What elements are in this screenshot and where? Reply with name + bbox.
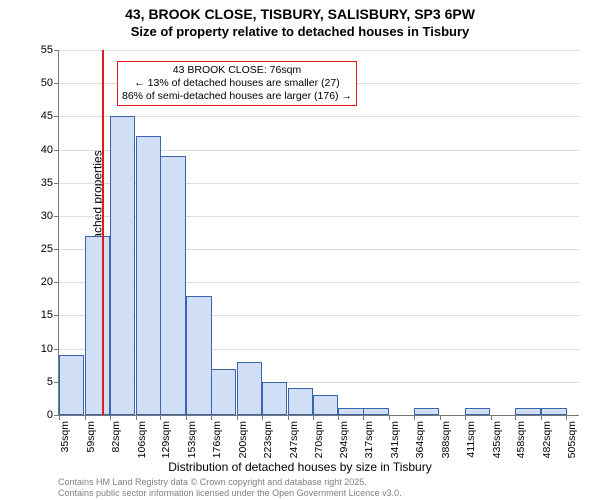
histogram-bar <box>211 369 236 415</box>
gridline <box>59 50 579 51</box>
xtick-mark <box>566 415 567 420</box>
gridline <box>59 116 579 117</box>
ytick-label: 10 <box>41 343 53 355</box>
credits: Contains HM Land Registry data © Crown c… <box>58 477 402 498</box>
xtick-label: 388sqm <box>440 421 452 458</box>
xtick-label: 294sqm <box>338 421 350 458</box>
annotation-line: ← 13% of detached houses are smaller (27… <box>122 77 352 90</box>
xtick-mark <box>59 415 60 420</box>
ytick-label: 20 <box>41 276 53 288</box>
histogram-bar <box>85 236 110 415</box>
ytick-mark <box>54 282 59 283</box>
ytick-label: 55 <box>41 44 53 56</box>
histogram-bar <box>262 382 287 415</box>
ytick-mark <box>54 183 59 184</box>
xtick-label: 82sqm <box>110 421 122 453</box>
xtick-mark <box>440 415 441 420</box>
ytick-label: 50 <box>41 77 53 89</box>
ytick-label: 30 <box>41 210 53 222</box>
xtick-mark <box>288 415 289 420</box>
ytick-mark <box>54 216 59 217</box>
x-axis-title: Distribution of detached houses by size … <box>0 460 600 474</box>
ytick-mark <box>54 150 59 151</box>
histogram-bar <box>338 408 363 415</box>
xtick-mark <box>363 415 364 420</box>
xtick-mark <box>160 415 161 420</box>
annotation-line: 86% of semi-detached houses are larger (… <box>122 90 352 103</box>
histogram-bar <box>313 395 338 415</box>
xtick-label: 106sqm <box>136 421 148 458</box>
histogram-bar <box>186 296 211 415</box>
xtick-mark <box>110 415 111 420</box>
histogram-bar <box>363 408 388 415</box>
page-subtitle: Size of property relative to detached ho… <box>0 24 600 39</box>
marker-line <box>102 50 104 415</box>
ytick-label: 45 <box>41 110 53 122</box>
xtick-mark <box>262 415 263 420</box>
histogram-bar <box>237 362 262 415</box>
histogram-bar <box>465 408 490 415</box>
ytick-mark <box>54 116 59 117</box>
ytick-label: 40 <box>41 144 53 156</box>
xtick-mark <box>389 415 390 420</box>
xtick-label: 458sqm <box>515 421 527 458</box>
annotation-line: 43 BROOK CLOSE: 76sqm <box>122 64 352 77</box>
xtick-label: 505sqm <box>566 421 578 458</box>
xtick-label: 59sqm <box>85 421 97 453</box>
histogram-bar <box>414 408 439 415</box>
xtick-label: 200sqm <box>237 421 249 458</box>
histogram-bar <box>288 388 313 415</box>
ytick-mark <box>54 349 59 350</box>
credits-line: Contains HM Land Registry data © Crown c… <box>58 477 402 487</box>
histogram-bar <box>515 408 540 415</box>
xtick-mark <box>85 415 86 420</box>
xtick-label: 341sqm <box>389 421 401 458</box>
credits-line: Contains public sector information licen… <box>58 488 402 498</box>
ytick-mark <box>54 249 59 250</box>
xtick-label: 176sqm <box>211 421 223 458</box>
xtick-label: 270sqm <box>313 421 325 458</box>
xtick-mark <box>186 415 187 420</box>
xtick-mark <box>136 415 137 420</box>
annotation-box: 43 BROOK CLOSE: 76sqm← 13% of detached h… <box>117 61 357 106</box>
page-title: 43, BROOK CLOSE, TISBURY, SALISBURY, SP3… <box>0 6 600 22</box>
xtick-label: 35sqm <box>59 421 71 453</box>
ytick-label: 25 <box>41 243 53 255</box>
ytick-mark <box>54 83 59 84</box>
xtick-label: 364sqm <box>414 421 426 458</box>
xtick-mark <box>515 415 516 420</box>
xtick-mark <box>338 415 339 420</box>
xtick-mark <box>541 415 542 420</box>
xtick-label: 482sqm <box>541 421 553 458</box>
histogram-bar <box>110 116 135 415</box>
xtick-mark <box>465 415 466 420</box>
xtick-label: 435sqm <box>491 421 503 458</box>
xtick-label: 411sqm <box>465 421 477 458</box>
ytick-label: 5 <box>47 376 53 388</box>
histogram-bar <box>160 156 185 415</box>
xtick-mark <box>414 415 415 420</box>
histogram-bar <box>59 355 84 415</box>
histogram-plot: Number of detached properties 0510152025… <box>58 50 579 416</box>
ytick-mark <box>54 315 59 316</box>
ytick-label: 35 <box>41 177 53 189</box>
xtick-mark <box>237 415 238 420</box>
histogram-bar <box>541 408 566 415</box>
xtick-label: 129sqm <box>160 421 172 458</box>
xtick-mark <box>211 415 212 420</box>
xtick-label: 223sqm <box>262 421 274 458</box>
xtick-mark <box>491 415 492 420</box>
xtick-label: 317sqm <box>363 421 375 458</box>
ytick-label: 0 <box>47 409 53 421</box>
xtick-label: 153sqm <box>186 421 198 458</box>
ytick-label: 15 <box>41 309 53 321</box>
xtick-label: 247sqm <box>288 421 300 458</box>
xtick-mark <box>313 415 314 420</box>
histogram-bar <box>136 136 161 415</box>
ytick-mark <box>54 50 59 51</box>
